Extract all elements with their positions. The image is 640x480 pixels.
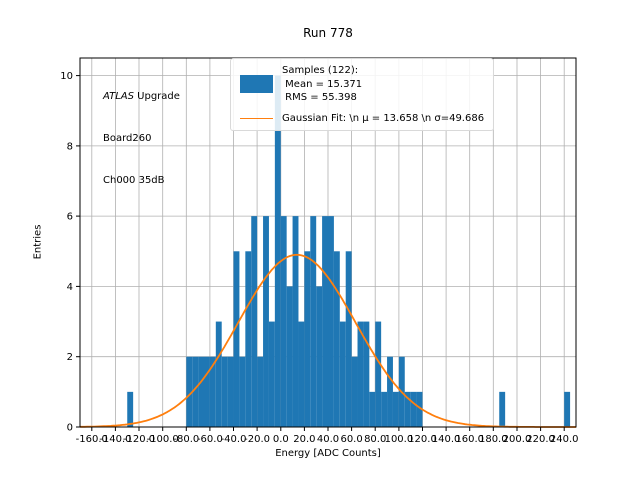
histogram-bar	[298, 321, 305, 427]
histogram-bar	[257, 356, 264, 427]
histogram-bar	[280, 216, 287, 427]
legend-samples-line2: Mean = 15.371	[282, 78, 363, 90]
y-tick-label: 8	[67, 141, 73, 152]
histogram-bar	[564, 391, 571, 427]
histogram-bar	[328, 216, 334, 427]
histogram-bar	[263, 216, 269, 427]
histogram-swatch	[240, 75, 273, 94]
legend-samples-line3: RMS = 55.398	[282, 92, 357, 103]
histogram-bar	[268, 321, 275, 427]
x-tick-label: 80.0	[364, 434, 386, 445]
histogram-bar	[333, 251, 340, 427]
histogram-bar	[304, 251, 311, 427]
annotation-line3: Ch000 35dB	[103, 175, 165, 186]
x-tick-label: 20.0	[293, 434, 315, 445]
y-tick-label: 6	[67, 212, 73, 223]
histogram-bar	[357, 321, 364, 427]
histogram-bar	[363, 321, 370, 427]
x-tick-label: 120.0	[408, 434, 437, 445]
histogram-bar	[227, 356, 234, 427]
histogram-bar	[186, 356, 193, 427]
histogram-bar	[369, 391, 376, 427]
histogram-bar	[387, 356, 393, 427]
x-tick-label: 180.0	[479, 434, 508, 445]
x-tick-label: 220.0	[526, 434, 555, 445]
gaussian-curve	[80, 253, 576, 428]
y-tick-label: 4	[67, 282, 73, 293]
legend-entry-gaussian: Gaussian Fit: \n μ = 13.658 \n σ=49.686	[240, 112, 484, 126]
x-tick-label: -80.0	[173, 434, 199, 445]
histogram-bar	[310, 216, 317, 427]
histogram-bar	[316, 286, 323, 427]
annotation-line2: Board260	[103, 133, 152, 144]
histogram-bar	[499, 391, 506, 427]
x-tick-label: 100.0	[385, 434, 414, 445]
histogram-bar	[221, 356, 228, 427]
legend-gaussian-text: Gaussian Fit: \n μ = 13.658 \n σ=49.686	[282, 112, 485, 124]
gaussian-line-swatch	[240, 117, 273, 119]
y-tick-label: 0	[67, 423, 73, 434]
x-tick-label: -40.0	[221, 434, 247, 445]
x-tick-label: 60.0	[340, 434, 362, 445]
x-tick-label: -20.0	[244, 434, 270, 445]
annotation-upgrade: Upgrade	[133, 91, 180, 102]
y-tick-label: 2	[67, 352, 73, 363]
histogram-bar	[127, 391, 134, 427]
histogram-bar	[339, 321, 346, 427]
annotation-text: ATLAS Upgrade Board260 Ch000 35dB	[103, 62, 180, 216]
histogram-bar	[274, 75, 281, 427]
x-tick-label: 160.0	[455, 434, 484, 445]
x-tick-label: 200.0	[503, 434, 532, 445]
histogram-bar	[322, 216, 328, 427]
x-tick-label: -60.0	[197, 434, 223, 445]
x-tick-label: 140.0	[432, 434, 461, 445]
histogram-bar	[245, 251, 252, 427]
histogram-bar	[381, 391, 388, 427]
x-axis-label: Energy [ADC Counts]	[275, 448, 381, 459]
chart-title: Run 778	[303, 26, 353, 40]
histogram-bar	[392, 391, 399, 427]
histogram-bar	[198, 356, 204, 427]
annotation-atlas: ATLAS	[103, 91, 134, 102]
x-tick-label: 0.0	[273, 434, 289, 445]
x-tick-label: -160.0	[76, 434, 108, 445]
histogram-bar	[251, 216, 258, 427]
annotation-line1: ATLAS Upgrade	[103, 90, 180, 104]
legend-entry-samples: Samples (122): Mean = 15.371 RMS = 55.39…	[240, 64, 484, 105]
y-tick-label: 10	[60, 71, 73, 82]
histogram-bar	[215, 321, 222, 427]
y-axis-label: Entries	[32, 224, 44, 260]
histogram-bar	[286, 286, 293, 427]
legend-samples-line1: Samples (122):	[282, 65, 359, 76]
legend: Samples (122): Mean = 15.371 RMS = 55.39…	[230, 58, 495, 131]
x-tick-label: -100.0	[147, 434, 179, 445]
x-tick-label: -120.0	[123, 434, 155, 445]
histogram-bar	[209, 356, 216, 427]
x-tick-label: 240.0	[550, 434, 579, 445]
x-tick-label: 40.0	[317, 434, 339, 445]
histogram-bar	[292, 216, 299, 427]
histogram-bar	[404, 391, 411, 427]
histogram-bar	[410, 391, 417, 427]
histogram-bar	[192, 356, 199, 427]
histogram-bar	[416, 391, 423, 427]
histogram-bar	[204, 356, 210, 427]
histogram-bar	[345, 251, 352, 427]
x-tick-label: -140.0	[99, 434, 131, 445]
histogram-bar	[375, 321, 382, 427]
histogram-bar	[239, 356, 246, 427]
legend-samples-text: Samples (122): Mean = 15.371 RMS = 55.39…	[282, 64, 362, 105]
histogram-bar	[351, 356, 358, 427]
histogram-bar	[233, 251, 240, 427]
